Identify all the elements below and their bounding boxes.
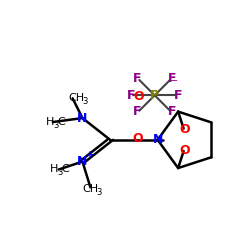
Text: O: O — [134, 90, 144, 103]
Text: CH: CH — [68, 93, 84, 103]
Text: H: H — [46, 117, 54, 127]
Text: −: − — [170, 76, 178, 86]
Text: F: F — [168, 105, 176, 118]
Text: 3: 3 — [96, 188, 102, 197]
Text: F: F — [133, 105, 141, 118]
Text: 3: 3 — [57, 168, 62, 177]
Text: N: N — [77, 112, 88, 124]
Text: N: N — [152, 133, 163, 146]
Text: 3: 3 — [83, 97, 88, 106]
Text: O: O — [179, 144, 190, 157]
Text: F: F — [127, 89, 135, 102]
Text: 3: 3 — [53, 120, 59, 130]
Text: H: H — [50, 164, 58, 174]
Text: P: P — [150, 89, 159, 102]
Text: F: F — [133, 72, 141, 86]
Text: C: C — [58, 117, 66, 127]
Text: O: O — [179, 123, 190, 136]
Text: C: C — [62, 164, 70, 174]
Text: CH: CH — [82, 184, 98, 194]
Text: N: N — [77, 155, 88, 168]
Text: F: F — [174, 89, 183, 102]
Text: O: O — [132, 132, 143, 145]
Text: +: + — [86, 150, 94, 160]
Text: F: F — [168, 72, 176, 86]
